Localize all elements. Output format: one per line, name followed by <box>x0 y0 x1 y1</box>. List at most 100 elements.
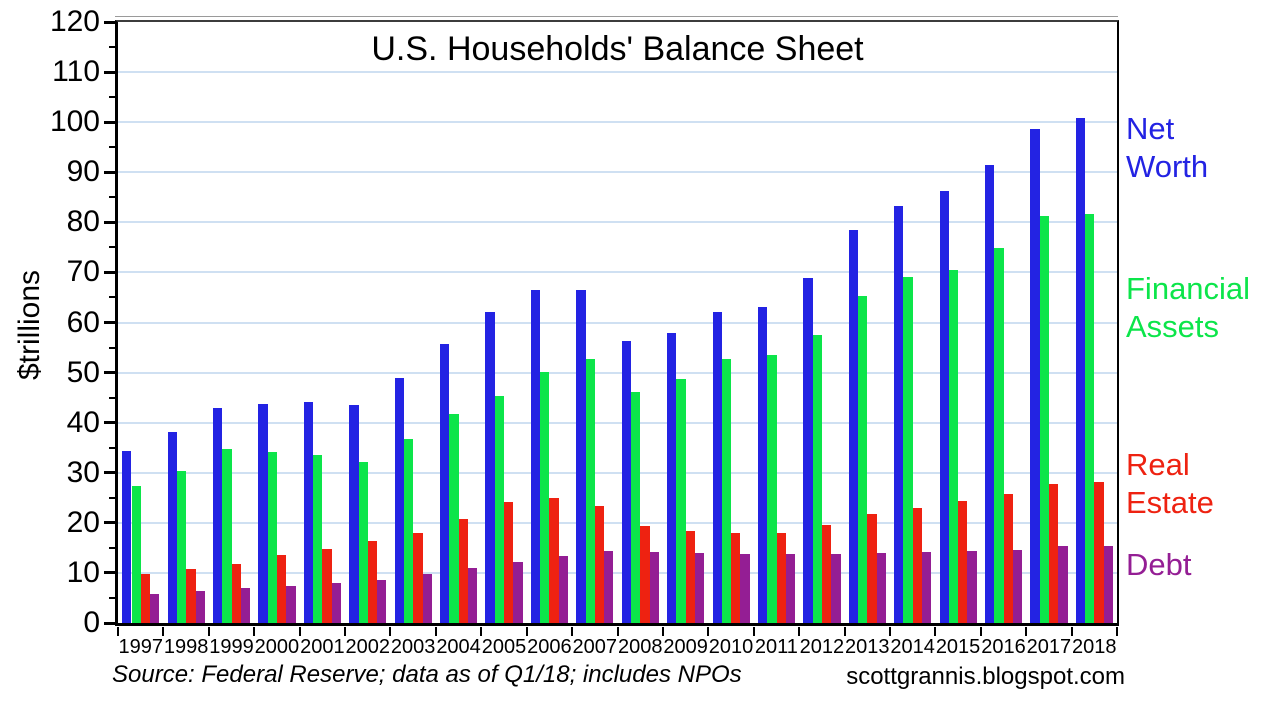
x-tick-5 <box>344 627 347 636</box>
y-tick-major-110 <box>104 70 116 74</box>
gridline-20 <box>118 521 1117 524</box>
bar-net-worth-2005 <box>485 312 495 623</box>
x-tick-22 <box>1116 627 1118 636</box>
x-tick-16 <box>843 627 846 636</box>
x-axis-label-2001: 2001 <box>300 636 345 658</box>
bar-debt-2017 <box>1058 545 1068 623</box>
chart-title: U.S. Households' Balance Sheet <box>371 30 864 68</box>
gridline-60 <box>118 321 1117 324</box>
bar-net-worth-2009 <box>667 333 677 623</box>
gridline-90 <box>118 171 1117 174</box>
x-axis-label-2002: 2002 <box>345 636 391 658</box>
bar-debt-2012 <box>831 553 841 623</box>
y-tick-major-120 <box>104 20 116 24</box>
source-note: Source: Federal Reserve; data as of Q1/1… <box>112 661 742 688</box>
y-axis-label-80: 80 <box>66 205 100 239</box>
legend-net-worth: Net Worth <box>1126 111 1209 184</box>
bar-debt-2001 <box>331 583 342 623</box>
bar-net-worth-2015 <box>939 190 949 623</box>
bar-financial-assets-1999 <box>222 448 232 623</box>
x-axis-label-1999: 1999 <box>209 636 254 658</box>
y-tick-minor-25 <box>109 496 116 499</box>
bar-real-estate-2012 <box>821 525 832 623</box>
bar-financial-assets-2002 <box>358 462 368 623</box>
x-axis-label-2010: 2010 <box>708 636 754 658</box>
bar-net-worth-2003 <box>394 378 404 623</box>
bar-net-worth-2002 <box>349 404 359 623</box>
y-axis-label-30: 30 <box>66 455 100 489</box>
bar-financial-assets-2017 <box>1039 216 1049 623</box>
bar-real-estate-2017 <box>1048 484 1059 623</box>
bar-net-worth-1998 <box>167 432 177 623</box>
y-tick-major-10 <box>104 571 116 575</box>
bar-real-estate-2003 <box>413 533 423 623</box>
bar-net-worth-2000 <box>258 404 268 623</box>
bar-financial-assets-2009 <box>676 379 686 623</box>
bar-financial-assets-2011 <box>767 355 777 623</box>
x-tick-2 <box>207 627 210 636</box>
bar-financial-assets-2013 <box>858 296 868 623</box>
gridline-70 <box>118 271 1117 274</box>
y-axis-label-70: 70 <box>66 255 100 289</box>
bar-net-worth-2001 <box>303 402 314 623</box>
x-tick-14 <box>752 627 755 636</box>
bar-financial-assets-2005 <box>494 395 505 623</box>
x-axis-label-2008: 2008 <box>617 636 663 658</box>
bar-debt-1999 <box>240 588 251 623</box>
bar-net-worth-1997 <box>122 451 132 623</box>
x-tick-20 <box>1025 627 1028 636</box>
x-tick-8 <box>480 627 483 636</box>
bar-financial-assets-2015 <box>948 269 959 623</box>
y-tick-major-0 <box>104 621 116 625</box>
bar-debt-2011 <box>785 554 796 623</box>
bar-real-estate-2009 <box>685 531 695 623</box>
bar-debt-2004 <box>467 568 478 623</box>
bar-real-estate-1999 <box>231 563 241 623</box>
x-tick-19 <box>979 627 982 636</box>
bar-financial-assets-2004 <box>449 413 459 623</box>
x-axis-label-2007: 2007 <box>572 636 618 658</box>
y-tick-major-60 <box>104 321 116 324</box>
bar-financial-assets-2018 <box>1085 213 1095 623</box>
bar-real-estate-2005 <box>504 501 514 623</box>
bar-net-worth-2010 <box>712 312 722 623</box>
y-axis-label-40: 40 <box>66 405 100 439</box>
y-tick-minor-105 <box>109 96 116 99</box>
legend-real-estate: Real Estate <box>1126 447 1214 520</box>
bar-debt-2003 <box>422 573 432 623</box>
bar-financial-assets-2010 <box>721 358 732 623</box>
x-tick-0 <box>117 627 119 636</box>
bar-debt-2007 <box>604 551 614 623</box>
bar-real-estate-2007 <box>594 506 605 623</box>
bar-real-estate-2001 <box>322 548 332 623</box>
bar-debt-2000 <box>286 585 296 623</box>
bar-financial-assets-1998 <box>176 470 187 623</box>
y-tick-minor-55 <box>109 346 116 349</box>
x-tick-18 <box>934 627 937 636</box>
bar-financial-assets-2001 <box>313 454 323 623</box>
bar-debt-2002 <box>377 579 387 623</box>
y-axis-label-90: 90 <box>66 155 100 189</box>
x-axis-label-2009: 2009 <box>663 636 708 658</box>
x-axis-label-2005: 2005 <box>481 636 527 658</box>
x-tick-15 <box>798 627 801 636</box>
bar-net-worth-2014 <box>894 206 904 623</box>
bar-real-estate-2016 <box>1003 493 1013 623</box>
x-tick-17 <box>888 627 891 636</box>
bar-real-estate-2006 <box>549 498 559 623</box>
credit-url: scottgrannis.blogspot.com <box>846 663 1125 690</box>
bar-net-worth-2011 <box>757 306 768 623</box>
y-axis-label-110: 110 <box>52 55 100 89</box>
bar-net-worth-2018 <box>1075 118 1086 623</box>
y-axis-label-20: 20 <box>66 505 100 539</box>
bar-net-worth-2006 <box>530 290 541 623</box>
y-tick-major-30 <box>104 471 116 475</box>
x-tick-6 <box>389 627 392 636</box>
bar-debt-2008 <box>649 551 659 623</box>
bar-financial-assets-2016 <box>994 248 1004 623</box>
gridline-100 <box>118 121 1117 124</box>
y-tick-major-100 <box>104 120 116 124</box>
x-tick-10 <box>571 627 574 636</box>
gridline-80 <box>118 221 1117 224</box>
bar-real-estate-2000 <box>277 555 287 623</box>
